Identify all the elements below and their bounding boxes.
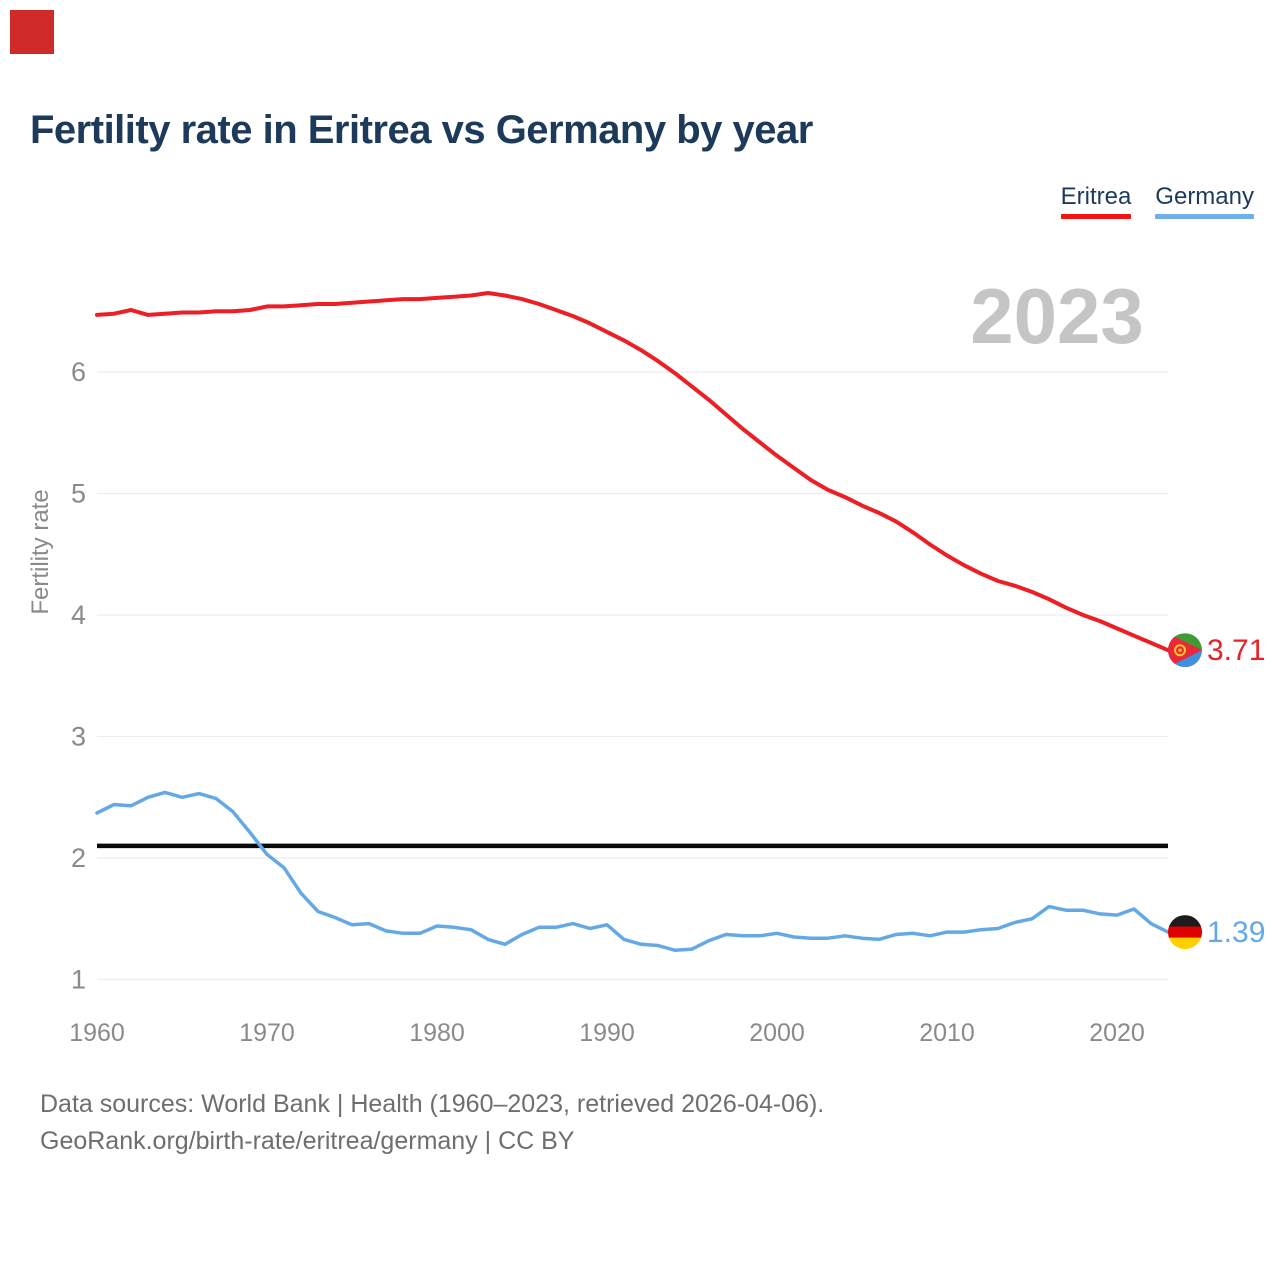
watermark-year: 2023 [970,272,1144,360]
y-tick-label-4: 4 [71,600,86,630]
y-tick-label-3: 3 [71,722,86,752]
chart-title: Fertility rate in Eritrea vs Germany by … [30,108,813,152]
eritrea-flag-icon [1168,633,1202,668]
x-tick-label-2020: 2020 [1089,1019,1145,1047]
footer-sources-line: Data sources: World Bank | Health (1960–… [40,1090,825,1118]
legend-item-germany[interactable]: Germany [1155,183,1254,220]
x-tick-label-1990: 1990 [579,1019,635,1047]
legend: Eritrea Germany [1060,183,1254,220]
eritrea-value-label: 3.71 [1207,634,1265,667]
y-tick-label-1: 1 [71,965,86,995]
y-tick-label-6: 6 [71,357,86,387]
germany-value-label: 1.39 [1207,916,1265,949]
x-tick-label-1970: 1970 [239,1019,295,1047]
y-axis-label: Fertility rate [27,489,54,614]
germany-line [95,790,1170,953]
germany-flag-icon [1168,915,1202,950]
legend-item-eritrea[interactable]: Eritrea [1060,183,1132,220]
legend-label-germany: Germany [1155,183,1254,210]
eritrea-line [95,291,1170,653]
footer-attribution-line: GeoRank.org/birth-rate/eritrea/germany |… [40,1127,575,1155]
x-tick-label-2010: 2010 [919,1019,975,1047]
red-marker-square [10,10,54,54]
y-tick-label-5: 5 [71,479,86,509]
x-tick-label-1960: 1960 [69,1019,125,1047]
legend-underline-germany [1155,214,1254,220]
y-tick-label-2: 2 [71,843,86,873]
x-tick-label-1980: 1980 [409,1019,465,1047]
x-tick-label-2000: 2000 [749,1019,805,1047]
legend-underline-eritrea [1060,214,1132,220]
footer: Data sources: World Bank | Health (1960–… [40,1086,824,1160]
legend-label-eritrea: Eritrea [1060,183,1132,210]
